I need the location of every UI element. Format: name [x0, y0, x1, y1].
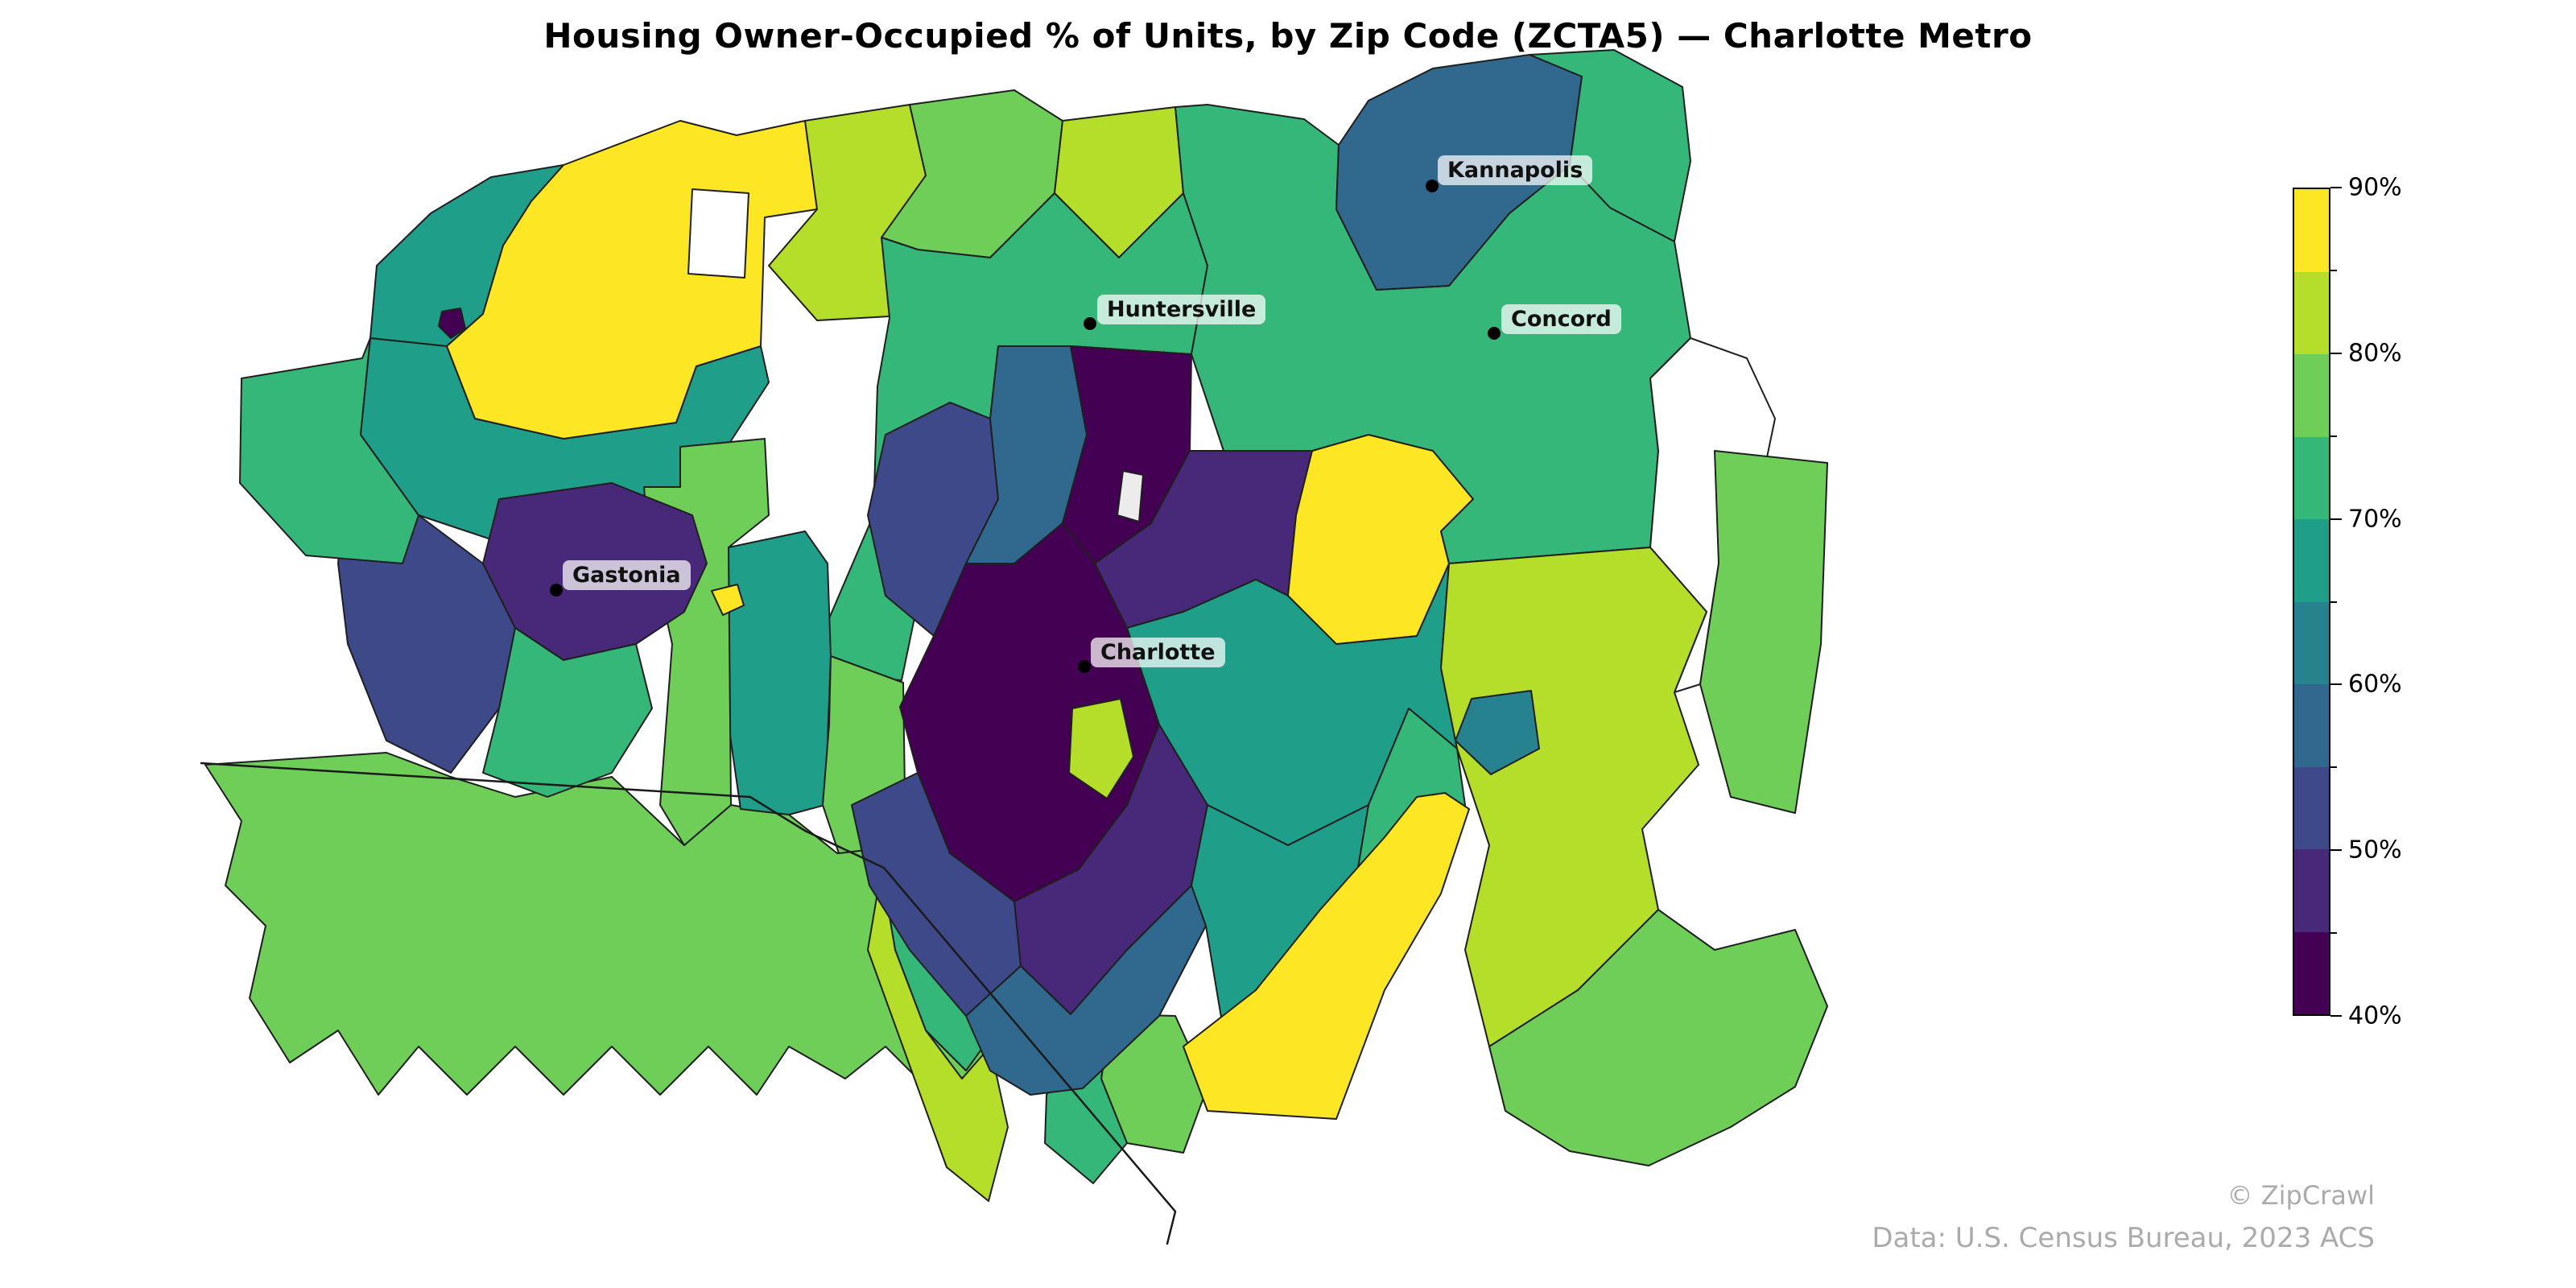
colorbar-tick-label: 70% [2348, 505, 2402, 534]
city-label-kannapolis: Kannapolis [1438, 155, 1593, 185]
colorbar-band-80–85% [2294, 271, 2329, 354]
colorbar-major-tick [2330, 518, 2342, 520]
attribution-brand: © ZipCrawl [2227, 1180, 2375, 1211]
colorbar-minor-tick [2330, 601, 2337, 603]
colorbar-minor-tick [2330, 269, 2337, 271]
zcta-region-sc-yellowgreen-band [867, 869, 1009, 1202]
city-marker-concord [1488, 327, 1501, 340]
colorbar-major-tick [2330, 187, 2342, 188]
zcta-region-east-tealblue [1455, 690, 1540, 775]
city-marker-gastonia [550, 584, 563, 597]
colorbar-band-55–60% [2294, 684, 2329, 767]
page-title: Housing Owner-Occupied % of Units, by Zi… [543, 16, 2033, 56]
city-label-charlotte: Charlotte [1091, 638, 1225, 667]
colorbar-legend: 90% 80% 70% 60% 50% 40% [2293, 174, 2402, 1030]
colorbar-tick-label: 90% [2348, 173, 2402, 202]
colorbar-tick-label: 40% [2348, 1001, 2402, 1030]
colorbar-minor-tick [2330, 766, 2337, 769]
colorbar-major-tick [2330, 1015, 2342, 1017]
city-marker-huntersville [1084, 317, 1096, 330]
city-marker-charlotte [1078, 660, 1091, 673]
colorbar-tick-label: 80% [2348, 339, 2402, 368]
zcta-region-ne-white-sliver [1117, 470, 1144, 522]
colorbar-band-45–50% [2294, 849, 2329, 932]
zcta-region-gastonia-south [482, 627, 653, 798]
city-marker-kannapolis [1426, 180, 1439, 192]
colorbar-tick-label: 50% [2348, 836, 2402, 865]
colorbar-major-tick [2330, 683, 2342, 686]
colorbar-band-75–80% [2294, 354, 2329, 437]
city-label-gastonia: Gastonia [563, 560, 691, 590]
attribution-source: Data: U.S. Census Bureau, 2023 ACS [1872, 1222, 2375, 1254]
zcta-region-southeast-green [1488, 909, 1828, 1166]
zcta-region-south-yellowgreen-patch [1068, 698, 1134, 799]
colorbar-swatches [2293, 188, 2330, 1016]
colorbar-band-40–45% [2294, 931, 2329, 1014]
zcta-region-nw-purple-dot [438, 308, 466, 339]
city-label-huntersville: Huntersville [1097, 295, 1266, 324]
zcta-region-nw-yellow [446, 120, 818, 440]
colorbar-band-65–70% [2294, 519, 2329, 602]
colorbar-minor-tick [2330, 932, 2337, 935]
zcta-region-south-yellow-band [1183, 792, 1470, 1120]
colorbar-minor-tick [2330, 435, 2337, 437]
colorbar-major-tick [2330, 849, 2342, 852]
zcta-region-fareast-green [1699, 450, 1828, 814]
zcta-region-ne-corner-green [1529, 49, 1691, 242]
colorbar-major-tick [2330, 352, 2342, 354]
colorbar-band-70–75% [2294, 436, 2329, 519]
city-label-concord: Concord [1501, 304, 1621, 334]
colorbar-band-50–55% [2294, 766, 2329, 849]
zcta-region-gaston-teal-oval [728, 530, 832, 815]
attribution: © ZipCrawl Data: U.S. Census Bureau, 202… [1872, 1180, 2375, 1254]
zcta-region-gaston-tiny-yellow [711, 584, 745, 616]
colorbar-band-85–90% [2294, 189, 2329, 272]
colorbar-band-60–65% [2294, 601, 2329, 684]
state-border-nc-sc [200, 762, 1177, 1245]
colorbar-tick-label: 60% [2348, 670, 2402, 699]
